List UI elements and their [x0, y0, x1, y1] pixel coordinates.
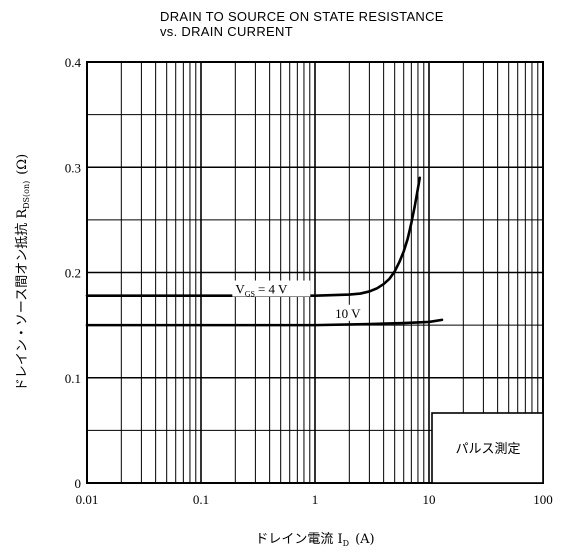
- series-label-0: VGS = 4 V: [235, 282, 288, 299]
- y-tick-label: 0.4: [65, 55, 82, 70]
- annotation-text: パルス測定: [455, 442, 520, 457]
- x-tick-label: 100: [533, 492, 553, 507]
- chart-subtitle: vs. DRAIN CURRENT: [160, 24, 293, 39]
- annotation-box: [431, 412, 544, 484]
- y-tick-label: 0.1: [65, 371, 81, 386]
- x-tick-label: 0.01: [76, 492, 99, 507]
- chart-labels: 0.01 0.1 1 10 100 0 0.1 0.2 0.3 0.4 VGS = 4 V 10 V パル…: [15, 55, 553, 548]
- series-label-1: 10 V: [335, 306, 361, 321]
- x-tick-label: 10: [423, 492, 436, 507]
- x-tick-label: 0.1: [193, 492, 209, 507]
- y-tick-label: 0: [75, 476, 82, 491]
- series-label-bg: [232, 280, 311, 297]
- y-axis-label: ドレイン・ソース間オン抵抗 RDS(on)(Ω): [15, 154, 31, 391]
- x-axis-label: ドレイン電流 ID (A): [255, 532, 374, 548]
- y-tick-label: 0.2: [65, 266, 81, 281]
- y-tick-label: 0.3: [65, 160, 81, 175]
- x-tick-label: 1: [312, 492, 319, 507]
- series-label-bg: [332, 304, 367, 321]
- series-line-0: [85, 176, 422, 297]
- plot-frame: [86, 61, 544, 484]
- chart-title: DRAIN TO SOURCE ON STATE RESISTANCE: [160, 9, 444, 24]
- series-line-1: [85, 318, 444, 327]
- chart-marks: [85, 176, 444, 327]
